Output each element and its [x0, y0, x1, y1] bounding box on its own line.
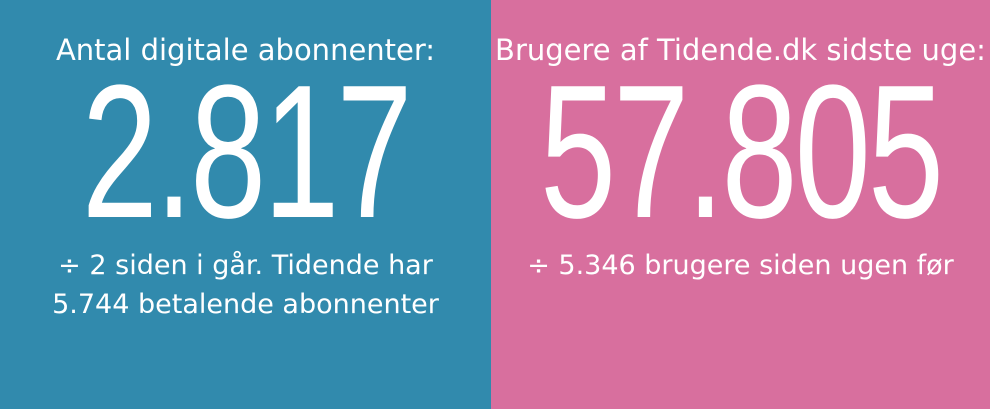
weekly-users-value: 57.805 [539, 46, 944, 258]
weekly-users-change-line1: ÷ 5.346 brugere siden ugen før [527, 250, 954, 281]
digital-subscribers-panel: Antal digitale abonnenter: 2.817 ÷ 2 sid… [0, 0, 491, 409]
weekly-users-label: Brugere af Tidende.dk sidste uge: [495, 33, 986, 67]
digital-subscribers-value: 2.817 [81, 46, 413, 258]
digital-subscribers-label: Antal digitale abonnenter: [55, 33, 436, 67]
digital-subscribers-change-line1: ÷ 2 siden i går. Tidende har [58, 250, 433, 281]
weekly-users-panel: Brugere af Tidende.dk sidste uge: 57.805… [491, 0, 990, 409]
digital-subscribers-change: ÷ 2 siden i går. Tidende har 5.744 betal… [52, 246, 439, 324]
paying-subscribers-line: 5.744 betalende abonnenter [52, 289, 439, 320]
weekly-users-change: ÷ 5.346 brugere siden ugen før [527, 246, 954, 285]
